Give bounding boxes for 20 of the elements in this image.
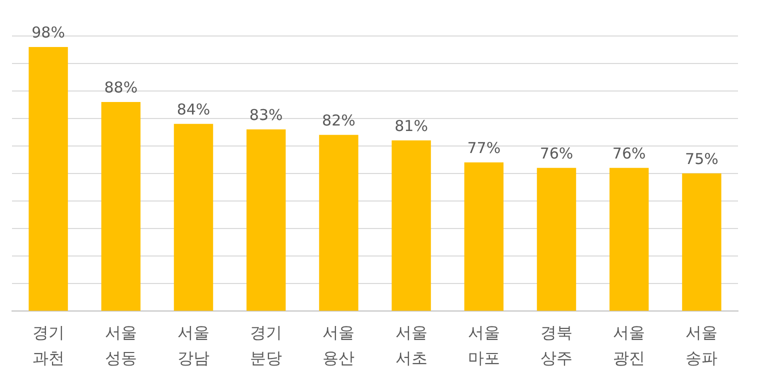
x-tick-label: 서울 서초 [395, 322, 428, 368]
data-label: 77% [467, 138, 501, 157]
data-label: 84% [176, 100, 210, 118]
data-label: 83% [249, 106, 283, 124]
x-tick-label: 서울 강남 [178, 322, 210, 368]
data-label: 76% [540, 144, 574, 162]
data-label: 88% [104, 78, 138, 96]
x-tick-label: 경기 분당 [250, 322, 282, 368]
data-label: 98% [32, 23, 65, 42]
x-tick-label: 경북 상주 [540, 322, 572, 368]
data-label: 76% [612, 144, 646, 162]
x-tick-label: 서울 용산 [322, 322, 355, 368]
x-tick-label: 서울 성동 [104, 322, 137, 368]
x-tick-label: 서울 마포 [468, 322, 500, 368]
x-tick-label: 서울 송파 [686, 322, 718, 368]
data-label: 75% [685, 150, 718, 168]
data-label: 81% [394, 116, 428, 135]
x-tick-label: 경기 과천 [32, 322, 64, 368]
data-label: 82% [322, 111, 356, 130]
x-tick-label: 서울 광진 [613, 322, 646, 368]
